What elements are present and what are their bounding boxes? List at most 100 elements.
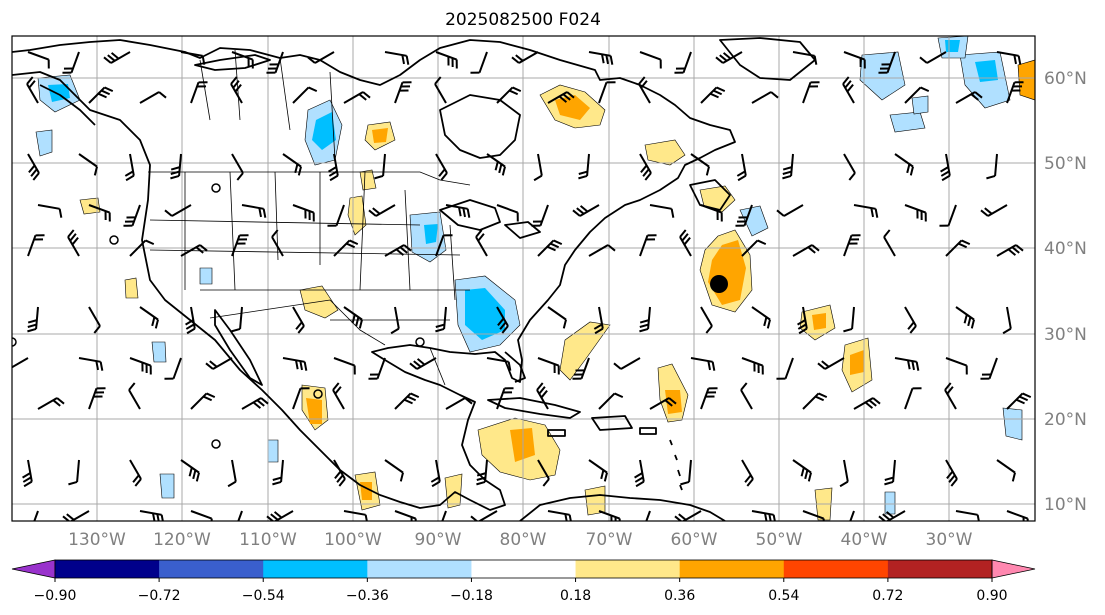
- wind-barb: [27, 153, 40, 181]
- wind-barb: [170, 153, 182, 180]
- wind-barb: [88, 387, 106, 410]
- wind-barb: [679, 229, 692, 257]
- wind-barb: [180, 244, 208, 257]
- wind-barb: [185, 306, 196, 335]
- wind-barb: [843, 153, 856, 181]
- anomaly-region: [159, 473, 175, 499]
- wind-barb: [945, 459, 958, 487]
- wind-barb: [639, 51, 662, 69]
- wind-barb: [547, 306, 567, 329]
- wind-barb: [445, 397, 473, 410]
- wind-barb: [368, 357, 386, 380]
- lon-tick-label: 120°W: [153, 530, 211, 550]
- anomaly-region: [739, 205, 769, 237]
- coastline: [519, 494, 726, 521]
- wind-barb: [68, 459, 80, 486]
- wind-barb: [67, 229, 80, 257]
- wind-barb: [741, 357, 764, 375]
- coastline: [439, 199, 501, 231]
- wind-barb: [390, 306, 400, 335]
- anomaly-region: [1017, 59, 1035, 101]
- wind-barb: [374, 153, 386, 180]
- anomaly-region: [911, 95, 929, 115]
- wind-barb: [435, 51, 458, 69]
- wind-barb: [649, 204, 675, 218]
- wind-barb: [164, 204, 192, 217]
- wind-barb: [1006, 510, 1029, 521]
- colorbar-segment: [263, 560, 368, 578]
- colorbar-tick-label: 0.90: [976, 588, 1007, 604]
- wind-barb: [430, 459, 441, 488]
- wind-barb: [996, 51, 1022, 65]
- wind-barb: [980, 357, 998, 380]
- anomaly-region: [35, 129, 53, 157]
- wind-barb: [996, 244, 1024, 257]
- wind-barb: [292, 387, 310, 410]
- wind-barb: [751, 306, 771, 329]
- wind-barb: [792, 459, 812, 482]
- anomaly-region: [444, 473, 463, 509]
- wind-barb: [435, 306, 447, 333]
- lat-lon-grid: [12, 36, 1035, 521]
- colorbar-segment: [55, 560, 160, 578]
- station-marker: [12, 337, 17, 347]
- wind-barb: [496, 86, 522, 104]
- coastline: [591, 415, 633, 431]
- wind-barb: [231, 234, 249, 257]
- anomaly-region: [555, 95, 590, 120]
- anomaly-region: [644, 139, 686, 166]
- wind-barb: [241, 397, 269, 410]
- wind-barb: [241, 204, 267, 218]
- lon-tick-label: 30°W: [926, 530, 973, 550]
- wind-barb: [904, 86, 930, 104]
- wind-barb: [945, 357, 968, 375]
- wind-barb: [368, 204, 396, 217]
- wind-barb: [237, 510, 243, 521]
- wind-barb: [588, 459, 608, 482]
- wind-barb: [547, 91, 575, 104]
- wind-barb: [634, 459, 645, 488]
- wind-barb: [123, 204, 141, 227]
- lat-tick-label: 60°N: [1044, 69, 1087, 89]
- wind-barb: [802, 510, 825, 521]
- wind-barb: [272, 459, 284, 486]
- lat-tick-label: 50°N: [1044, 154, 1087, 174]
- coastline: [689, 179, 731, 211]
- latitude-labels: 60°N 50°N 40°N 30°N 20°N 10°N: [1044, 69, 1087, 515]
- wind-barb: [343, 510, 368, 521]
- wind-barb: [282, 357, 308, 371]
- colorbar-segment: [679, 560, 785, 578]
- colorbar-tick-label: −0.54: [242, 588, 285, 604]
- wind-barb: [572, 204, 600, 217]
- wind-barb: [674, 510, 702, 521]
- wind-barb: [292, 306, 305, 334]
- storm-center-marker: [710, 275, 728, 293]
- wind-barb: [735, 204, 753, 227]
- anomaly-shading: [35, 36, 1035, 521]
- wind-barb: [537, 459, 550, 487]
- wind-barb: [878, 51, 896, 74]
- wind-barb: [955, 91, 983, 104]
- lon-tick-label: 40°W: [841, 530, 888, 550]
- wind-barb: [986, 153, 998, 180]
- wind-barb: [894, 153, 914, 176]
- wind-barb: [741, 459, 754, 487]
- wind-barb: [980, 204, 1008, 217]
- wind-barb: [700, 387, 718, 410]
- wind-barb: [537, 357, 560, 375]
- wind-barb: [486, 153, 506, 176]
- wind-barb: [904, 387, 922, 410]
- colorbar-segment: [783, 560, 889, 578]
- wind-barb: [588, 51, 614, 65]
- colorbar-tick-label: 0.54: [768, 588, 799, 604]
- wind-barb: [839, 459, 849, 488]
- coastline: [669, 439, 683, 491]
- wind-barb: [27, 51, 50, 69]
- wind-barb: [715, 51, 743, 64]
- wind-barb: [536, 382, 549, 410]
- anomaly-region: [812, 313, 826, 330]
- colorbar-tick-label: −0.18: [450, 588, 493, 604]
- wind-barb: [598, 392, 624, 410]
- wind-barb: [292, 86, 318, 104]
- anomaly-region: [312, 112, 336, 150]
